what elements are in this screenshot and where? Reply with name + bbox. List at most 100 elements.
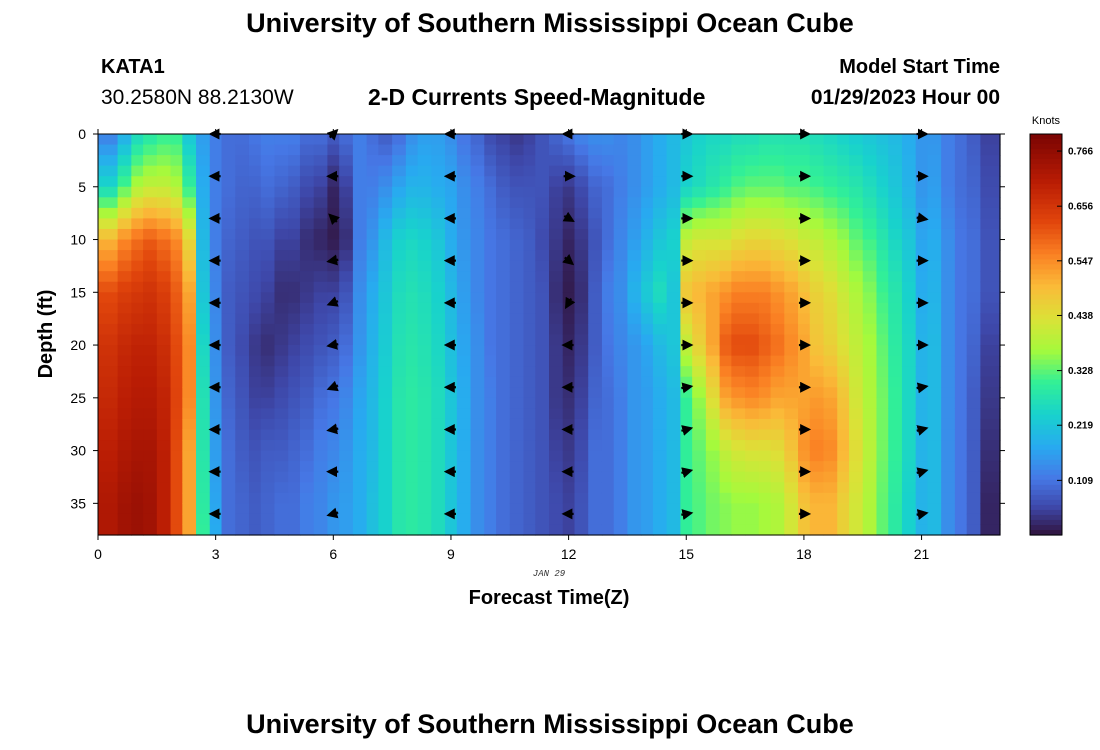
heatmap-cell: [327, 429, 340, 441]
heatmap-cell: [549, 366, 564, 378]
heatmap-cell: [523, 239, 536, 251]
heatmap-cell: [378, 323, 393, 336]
heatmap-cell: [901, 513, 917, 526]
heatmap-cell: [535, 397, 550, 409]
heatmap-cell: [954, 355, 968, 367]
heatmap-cell: [313, 165, 329, 177]
heatmap-cell: [456, 197, 472, 209]
heatmap-cell: [470, 524, 485, 536]
heatmap-cell: [405, 302, 419, 314]
heatmap-cell: [666, 228, 681, 241]
heatmap-cell: [117, 450, 132, 462]
heatmap-cell: [680, 134, 693, 146]
heatmap-cell: [431, 218, 446, 230]
heatmap-cell: [392, 503, 407, 515]
heatmap-cell: [209, 302, 223, 314]
heatmap-cell: [641, 260, 654, 272]
heatmap-cell: [405, 323, 419, 336]
heatmap-cell: [719, 218, 732, 230]
heatmap-cell: [182, 207, 197, 220]
heatmap-cell: [405, 387, 419, 399]
heatmap-cell: [666, 429, 681, 441]
heatmap-cell: [117, 134, 132, 146]
heatmap-cell: [627, 471, 642, 483]
heatmap-cell: [235, 313, 250, 325]
heatmap-cell: [496, 408, 511, 420]
heatmap-cell: [445, 492, 458, 504]
heatmap-cell: [941, 482, 956, 494]
heatmap-cell: [549, 207, 564, 220]
colorbar-swatch: [1030, 299, 1062, 306]
heatmap-cell: [431, 197, 446, 209]
heatmap-cell: [143, 186, 158, 198]
heatmap-cell: [352, 239, 368, 251]
heatmap-cell: [966, 186, 981, 198]
heatmap-cell: [288, 155, 301, 167]
colorbar-swatch: [1030, 474, 1062, 481]
heatmap-cell: [196, 165, 211, 177]
heatmap-cell: [666, 355, 681, 367]
heatmap-cell: [417, 144, 432, 156]
heatmap-cell: [888, 239, 903, 251]
heatmap-cell: [641, 429, 654, 441]
heatmap-cell: [196, 376, 211, 388]
heatmap-cell: [980, 513, 1001, 526]
heatmap-cell: [470, 250, 485, 262]
heatmap-cell: [392, 218, 407, 230]
heatmap-cell: [641, 513, 654, 526]
heatmap-cell: [770, 503, 785, 515]
heatmap-cell: [235, 155, 250, 167]
heatmap-cell: [196, 218, 211, 230]
heatmap-cell: [339, 334, 354, 346]
heatmap-cell: [248, 302, 262, 314]
heatmap-cell: [823, 228, 838, 241]
heatmap-cell: [417, 313, 432, 325]
heatmap-cell: [588, 165, 603, 177]
heatmap-cell: [588, 355, 603, 367]
heatmap-cell: [784, 345, 799, 357]
heatmap-cell: [182, 239, 197, 251]
heatmap-cell: [431, 176, 446, 188]
heatmap-cell: [601, 461, 615, 473]
heatmap-cell: [523, 397, 536, 409]
heatmap-cell: [966, 207, 981, 220]
heatmap-cell: [692, 397, 707, 409]
heatmap-cell: [417, 524, 432, 536]
heatmap-cell: [666, 397, 681, 409]
heatmap-cell: [627, 524, 642, 536]
heatmap-cell: [758, 292, 772, 304]
heatmap-cell: [235, 239, 250, 251]
heatmap-cell: [692, 376, 707, 388]
heatmap-cell: [613, 292, 629, 304]
heatmap-cell: [849, 250, 864, 262]
heatmap-cell: [509, 418, 525, 431]
heatmap-cell: [378, 207, 393, 220]
heatmap-cell: [339, 218, 354, 230]
heatmap-cell: [745, 345, 760, 357]
heatmap-cell: [652, 281, 668, 293]
heatmap-cell: [613, 355, 629, 367]
heatmap-cell: [431, 366, 446, 378]
heatmap-cell: [431, 239, 446, 251]
heatmap-cell: [156, 366, 172, 378]
heatmap-cell: [574, 292, 589, 304]
heatmap-cell: [339, 144, 354, 156]
heatmap-cell: [98, 155, 119, 167]
heatmap-cell: [876, 376, 889, 388]
heatmap-cell: [784, 260, 799, 272]
heatmap-cell: [156, 134, 172, 146]
heatmap-cell: [327, 440, 340, 452]
heatmap-cell: [143, 292, 158, 304]
heatmap-cell: [574, 397, 589, 409]
heatmap-cell: [770, 471, 785, 483]
heatmap-cell: [745, 513, 760, 526]
heatmap-cell: [692, 503, 707, 515]
heatmap-cell: [170, 239, 183, 251]
heatmap-cell: [745, 228, 760, 241]
heatmap-cell: [613, 471, 629, 483]
heatmap-cell: [652, 376, 668, 388]
heatmap-cell: [549, 503, 564, 515]
heatmap-cell: [549, 281, 564, 293]
heatmap-cell: [484, 471, 497, 483]
heatmap-cell: [641, 271, 654, 283]
